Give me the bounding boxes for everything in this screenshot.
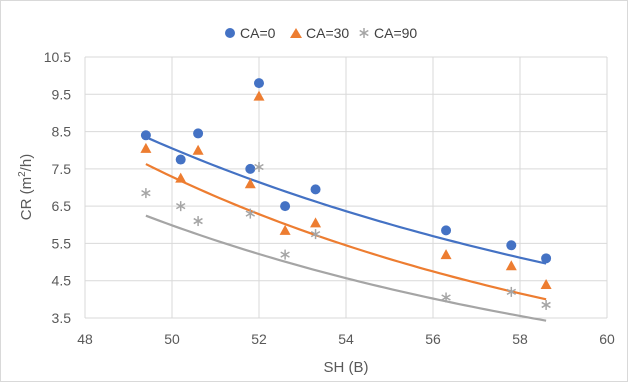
x-tick-label: 50: [164, 331, 180, 347]
data-point-ca30: [192, 144, 204, 155]
y-tick-label: 8.5: [52, 124, 72, 140]
y-tick-label: 7.5: [52, 161, 72, 177]
data-point-ca90: [245, 208, 256, 219]
legend-circle-marker: [225, 28, 235, 38]
data-point-ca0: [280, 201, 291, 212]
legend-triangle-marker: [290, 28, 302, 38]
data-point-ca0: [541, 253, 552, 264]
data-point-ca30: [140, 142, 152, 153]
trendline-ca0: [145, 136, 547, 265]
trendline-ca90: [145, 214, 547, 322]
data-point-ca0: [506, 240, 517, 251]
data-point-ca0: [441, 225, 452, 236]
data-point-ca0: [140, 130, 151, 141]
data-point-ca30: [244, 178, 256, 189]
y-axis-title-superscript: 2: [17, 171, 28, 177]
data-point-ca30: [310, 217, 322, 228]
x-tick-label: 58: [512, 331, 528, 347]
data-point-ca0: [245, 163, 256, 174]
legend-label-ca90: CA=90: [374, 25, 417, 41]
legend-label-ca0: CA=0: [240, 25, 276, 41]
legend-asterisk-marker: [359, 29, 369, 37]
data-point-ca0: [254, 78, 264, 89]
y-tick-labels: 3.5 4.5 5.5 6.5 7.5 8.5 9.5 10.5: [44, 49, 71, 326]
x-tick-label: 48: [77, 331, 93, 347]
data-point-ca30: [279, 224, 291, 235]
y-tick-label: 5.5: [52, 235, 72, 251]
data-point-ca90: [541, 299, 551, 310]
y-axis-title-suffix: /h): [18, 154, 35, 172]
data-point-ca30: [505, 260, 517, 271]
y-tick-label: 3.5: [52, 310, 72, 326]
legend-label-ca30: CA=30: [306, 25, 349, 41]
legend: CA=0 CA=30 CA=90: [225, 25, 417, 41]
x-tick-label: 60: [599, 331, 615, 347]
data-point-ca90: [193, 216, 203, 227]
x-axis-title: SH (B): [324, 359, 369, 376]
legend-item-ca30: CA=30: [290, 25, 349, 41]
y-tick-label: 4.5: [52, 273, 72, 289]
data-point-ca90: [310, 229, 321, 240]
trendline-ca30: [145, 163, 547, 301]
legend-item-ca90: CA=90: [359, 25, 417, 41]
data-point-ca30: [440, 249, 452, 260]
data-point-ca30: [540, 278, 552, 289]
data-point-ca90: [506, 286, 517, 297]
data-point-ca0: [193, 128, 204, 139]
gridlines: [84, 56, 608, 319]
data-point-ca0: [175, 154, 186, 165]
data-point-ca0: [310, 184, 321, 195]
y-axis-title: CR (m2/h): [17, 154, 35, 220]
trendlines: [145, 136, 547, 322]
data-point-ca90: [141, 188, 151, 199]
data-points: [140, 78, 552, 310]
data-point-ca90: [175, 201, 186, 212]
y-tick-label: 6.5: [52, 198, 72, 214]
y-tick-label: 10.5: [44, 49, 71, 65]
data-point-ca90: [441, 292, 451, 303]
x-tick-label: 56: [425, 331, 441, 347]
y-tick-label: 9.5: [52, 86, 72, 102]
x-tick-labels: 48 50 52 54 56 58 60: [77, 331, 615, 347]
data-point-ca30: [253, 90, 265, 101]
data-point-ca90: [280, 249, 290, 260]
x-tick-label: 52: [251, 331, 267, 347]
data-point-ca90: [254, 161, 264, 172]
legend-item-ca0: CA=0: [225, 25, 276, 41]
x-tick-label: 54: [338, 331, 354, 347]
data-point-ca30: [175, 172, 187, 183]
y-axis-title-prefix: CR (m: [18, 177, 35, 220]
